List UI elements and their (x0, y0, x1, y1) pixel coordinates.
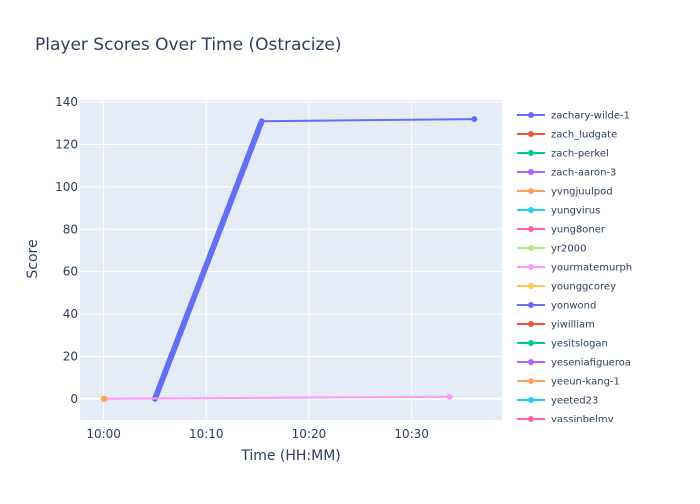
legend-swatch-marker (528, 112, 534, 118)
legend-label: younggcorey (551, 282, 616, 293)
legend-label: yvngjuulpod (551, 187, 613, 198)
legend-item[interactable]: yourmatemurph (517, 263, 632, 274)
legend-label: yeeun-kang-1 (551, 377, 620, 388)
x-tick-label: 10:10 (189, 427, 224, 441)
legend-swatch-marker (528, 188, 534, 194)
y-tick-label: 140 (55, 95, 78, 109)
legend-label: yr2000 (551, 244, 586, 255)
legend-item[interactable]: yr2000 (517, 244, 586, 255)
x-tick-label: 10:00 (86, 427, 121, 441)
y-tick-label: 40 (63, 307, 78, 321)
legend-label: yeeted23 (551, 396, 598, 407)
series-layer (100, 116, 478, 402)
y-tick-labels: 0 20 40 60 80 100 120 140 (55, 95, 78, 406)
x-tick-label: 10:30 (394, 427, 429, 441)
data-point (471, 116, 478, 123)
chart-title: Player Scores Over Time (Ostracize) (35, 35, 342, 55)
x-tick-labels: 10:00 10:10 10:20 10:30 (86, 427, 429, 441)
legend-swatch-marker (528, 302, 534, 308)
legend-swatch-marker (528, 340, 534, 346)
legend[interactable]: zachary-wilde-1 zach_ludgate zach-perkel za… (517, 111, 632, 426)
legend-swatch-marker (528, 150, 534, 156)
legend-item[interactable]: yeeun-kang-1 (517, 377, 620, 388)
legend-item[interactable]: yassinbelmy (517, 415, 614, 426)
legend-swatch-marker (528, 207, 534, 213)
legend-label: zach-perkel (551, 149, 609, 160)
legend-swatch-marker (528, 226, 534, 232)
legend-item[interactable]: zach-aaron-3 (517, 168, 616, 179)
legend-label: zachary-wilde-1 (551, 111, 630, 122)
legend-label: yungvirus (551, 206, 600, 217)
legend-item[interactable]: yung8oner (517, 225, 606, 236)
y-tick-label: 100 (55, 180, 78, 194)
legend-item[interactable]: yiwilliam (517, 320, 595, 331)
series-zachary-wilde-1 (151, 116, 478, 402)
legend-label: yesitslogan (551, 339, 608, 350)
legend-swatch-marker (528, 169, 534, 175)
y-tick-label: 120 (55, 138, 78, 152)
plot-area (80, 100, 502, 420)
legend-swatch-marker (528, 359, 534, 365)
legend-swatch-marker (528, 264, 534, 270)
legend-swatch-marker (528, 416, 534, 422)
y-tick-label: 80 (63, 222, 78, 236)
legend-label: yung8oner (551, 225, 606, 236)
series-yvngjuulpod (101, 395, 108, 402)
legend-item[interactable]: yungvirus (517, 206, 600, 217)
y-tick-label: 0 (70, 392, 78, 406)
grid (80, 100, 502, 420)
legend-item[interactable]: yvngjuulpod (517, 187, 613, 198)
legend-swatch-marker (528, 378, 534, 384)
legend-item[interactable]: yesitslogan (517, 339, 608, 350)
legend-label: yiwilliam (551, 320, 595, 331)
legend-swatch-marker (528, 397, 534, 403)
legend-label: yassinbelmy (551, 415, 614, 426)
legend-label: yeseniafigueroa (551, 358, 631, 369)
data-point (258, 118, 265, 125)
legend-label: yonwond (551, 301, 596, 312)
legend-item[interactable]: younggcorey (517, 282, 616, 293)
legend-item[interactable]: zachary-wilde-1 (517, 111, 630, 122)
legend-label: yourmatemurph (551, 263, 632, 274)
legend-item[interactable]: yeeted23 (517, 396, 598, 407)
y-tick-label: 20 (63, 349, 78, 363)
x-axis-title: Time (HH:MM) (240, 448, 341, 464)
legend-swatch-marker (528, 321, 534, 327)
legend-swatch-marker (528, 283, 534, 289)
legend-item[interactable]: zach_ludgate (517, 130, 617, 141)
legend-swatch-marker (528, 245, 534, 251)
legend-swatch-marker (528, 131, 534, 137)
legend-item[interactable]: yeseniafigueroa (517, 358, 631, 369)
data-point (101, 395, 108, 402)
y-axis-title: Score (25, 239, 41, 278)
x-tick-label: 10:20 (292, 427, 327, 441)
series-line (103, 395, 450, 400)
y-tick-label: 60 (63, 265, 78, 279)
legend-label: zach-aaron-3 (551, 168, 616, 179)
legend-item[interactable]: zach-perkel (517, 149, 609, 160)
legend-item[interactable]: yonwond (517, 301, 596, 312)
data-point (446, 393, 453, 400)
legend-label: zach_ludgate (551, 130, 617, 141)
